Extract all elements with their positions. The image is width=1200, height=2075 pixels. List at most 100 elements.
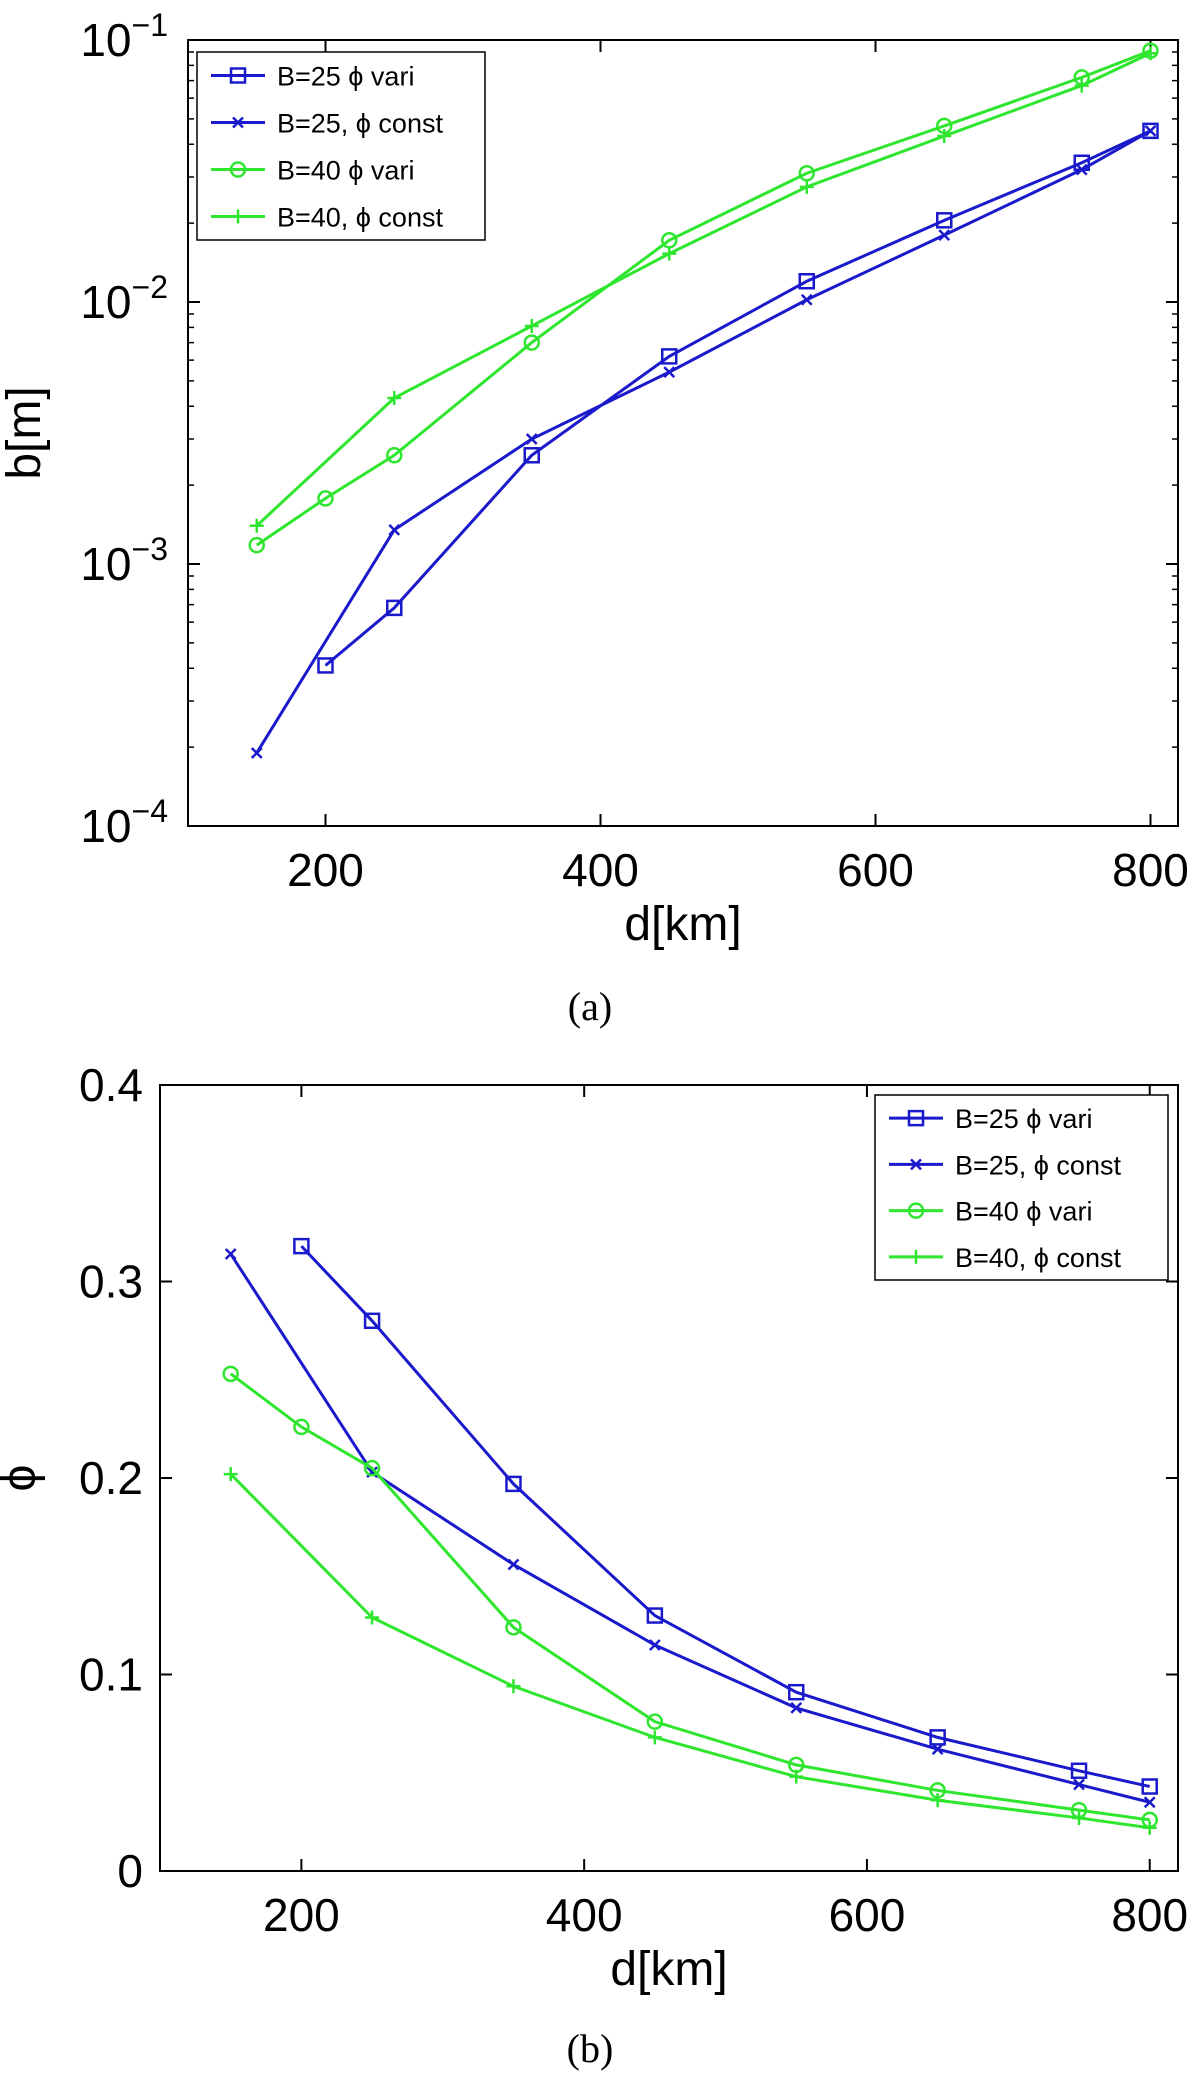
data-point: [1070, 1762, 1088, 1780]
y-axis-label: ϕ: [0, 1465, 46, 1492]
data-point: [293, 1418, 310, 1436]
data-point: [363, 1312, 381, 1330]
series-line: [255, 49, 1152, 547]
series-line: [229, 1372, 1150, 1822]
data-point: [788, 1683, 805, 1701]
data-point: [525, 433, 538, 445]
legend-marker: [231, 209, 245, 224]
y-tick-label: 0.4: [79, 1059, 143, 1111]
y-tick-label: 10−3: [80, 531, 168, 590]
legend-label: B=40 ϕ vari: [277, 156, 414, 186]
legend-marker: [232, 116, 244, 129]
data-point: [1075, 163, 1088, 176]
legend-label: B=40, ϕ const: [277, 203, 443, 233]
x-tick-label: 600: [837, 844, 914, 896]
data-point: [386, 447, 403, 464]
y-axis-label: b[m]: [0, 386, 51, 479]
legend-marker: [907, 1109, 925, 1127]
legend-label: B=40, ϕ const: [955, 1243, 1121, 1273]
data-point: [387, 391, 402, 406]
series-4: [249, 46, 1158, 533]
data-point: [224, 1248, 237, 1260]
data-point: [662, 246, 677, 261]
data-point: [798, 273, 815, 290]
data-point: [663, 366, 676, 378]
data-point: [1074, 78, 1089, 93]
data-point: [1143, 46, 1158, 61]
y-tick-label: 0: [117, 1845, 143, 1897]
data-point: [1143, 1796, 1156, 1809]
legend-marker: [909, 1249, 923, 1264]
legend-label: B=40 ϕ vari: [955, 1197, 1092, 1227]
series-line: [255, 51, 1152, 527]
data-point: [1072, 1810, 1087, 1825]
legend-marker: [910, 1158, 922, 1171]
y-tick-label: 0.1: [79, 1649, 143, 1701]
legend: B=25 ϕ vari B=25, ϕ const B=40 ϕ vari B=40,…: [196, 51, 486, 241]
data-point: [1073, 1778, 1085, 1791]
data-point: [222, 1365, 239, 1383]
data-point: [248, 536, 265, 554]
data-point: [937, 129, 952, 144]
x-tick-label: 800: [1112, 844, 1189, 896]
legend: B=25 ϕ vari B=25, ϕ const B=40 ϕ vari B=40,…: [874, 1094, 1169, 1281]
series-line: [300, 1245, 1151, 1788]
series-2: [224, 1248, 1156, 1809]
legend-marker: [907, 1202, 925, 1219]
data-point: [317, 657, 334, 674]
x-tick-label: 200: [263, 1889, 340, 1941]
data-point: [646, 1607, 664, 1624]
series-2: [250, 124, 1157, 759]
data-point: [1142, 1820, 1157, 1835]
x-tick-label: 600: [829, 1889, 906, 1941]
legend-marker: [229, 161, 247, 178]
x-axis-label: d[km]: [624, 898, 741, 951]
data-point: [293, 1237, 310, 1255]
x-axis-label: d[km]: [610, 1943, 727, 1996]
data-point: [930, 1793, 945, 1808]
data-point: [363, 1459, 381, 1477]
data-point: [317, 490, 334, 507]
x-tick-label: 800: [1111, 1889, 1188, 1941]
figure-caption: (b): [567, 2026, 614, 2071]
data-point: [647, 1730, 662, 1745]
legend-label: B=25 ϕ vari: [955, 1104, 1092, 1134]
data-point: [800, 293, 813, 306]
data-point: [249, 518, 264, 533]
x-tick-label: 400: [562, 844, 639, 896]
data-point: [250, 747, 263, 759]
data-point: [507, 1558, 520, 1571]
data-point: [790, 1702, 803, 1714]
y-tick-label: 10−1: [80, 7, 168, 66]
series-4: [223, 1467, 1157, 1835]
data-point: [505, 1619, 522, 1636]
legend-label: B=25, ϕ const: [955, 1150, 1121, 1180]
data-point: [931, 1743, 944, 1756]
data-point: [365, 1610, 380, 1625]
data-point: [524, 318, 539, 333]
data-point: [523, 447, 540, 464]
data-point: [386, 599, 403, 617]
series-line: [229, 1473, 1150, 1830]
data-point: [789, 1769, 804, 1784]
data-point: [506, 1679, 521, 1694]
series-line: [229, 1253, 1151, 1804]
data-point: [929, 1729, 946, 1746]
series-1: [317, 122, 1159, 674]
series-1: [293, 1237, 1158, 1795]
data-point: [648, 1639, 661, 1651]
legend-label: B=25, ϕ const: [277, 109, 443, 139]
legend-label: B=25 ϕ vari: [277, 62, 414, 92]
series-line: [324, 129, 1152, 667]
data-point: [523, 334, 540, 351]
legend-marker: [229, 67, 247, 84]
data-point: [1142, 122, 1159, 140]
y-tick-label: 0.2: [79, 1452, 143, 1504]
data-point: [799, 179, 814, 194]
figure-caption: (a): [568, 984, 612, 1029]
data-point: [1141, 1778, 1158, 1795]
data-point: [388, 523, 401, 536]
